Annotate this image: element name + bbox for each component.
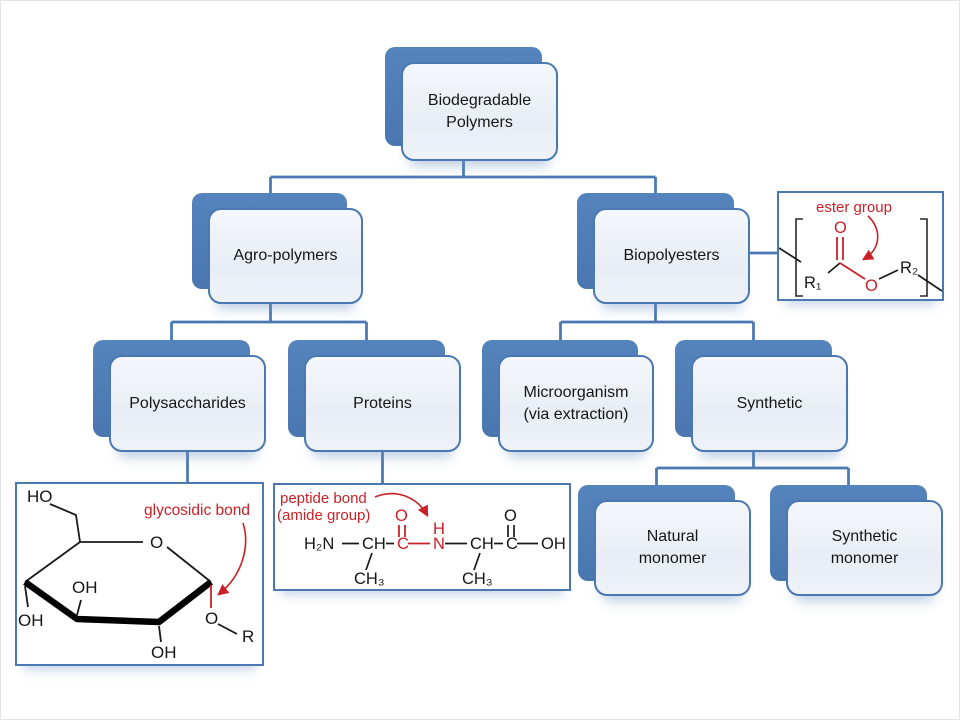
node-biopolyesters: Biopolyesters bbox=[577, 193, 750, 304]
chain-bond-right bbox=[917, 274, 942, 292]
bond-o-r bbox=[217, 623, 238, 635]
node-face: Agro-polymers bbox=[208, 208, 363, 304]
node-polysaccharides: Polysaccharides bbox=[93, 340, 266, 452]
amide-hydrogen: H bbox=[433, 520, 445, 538]
carbonyl-double-bond bbox=[836, 237, 844, 260]
node-label: monomer bbox=[638, 550, 707, 567]
node-label: Polymers bbox=[446, 113, 513, 131]
bond-c4-oh bbox=[24, 585, 29, 608]
ch3-left: CH₃ bbox=[354, 570, 385, 588]
node-face: Polysaccharides bbox=[109, 355, 266, 452]
connector-root-to-level2 bbox=[269, 153, 657, 201]
amide-double-bond bbox=[398, 525, 406, 537]
glycosidic-bond-label: glycosidic bond bbox=[144, 502, 250, 519]
bond-r1-carbonyl bbox=[827, 262, 841, 274]
node-label: Biopolyesters bbox=[623, 247, 720, 264]
r1-atom: R₁ bbox=[804, 274, 822, 292]
oh-left: OH bbox=[18, 611, 44, 630]
node-label: Natural bbox=[646, 528, 699, 545]
r-atom: R bbox=[242, 627, 254, 646]
ch-right: CH bbox=[470, 535, 494, 553]
bond-ch3-left bbox=[365, 552, 373, 571]
left-bracket bbox=[795, 218, 803, 297]
ring-left-bond bbox=[24, 541, 81, 583]
node-label: Synthetic bbox=[831, 528, 898, 545]
oh-group: OH bbox=[541, 535, 566, 553]
node-label: (via extraction) bbox=[523, 405, 629, 423]
glycosidic-curved-arrow-icon bbox=[217, 522, 247, 596]
ester-structure-drawing: ester group R₁ O O R₂ bbox=[779, 199, 942, 297]
node-label: Biodegradable bbox=[427, 91, 532, 109]
ho-group: HO bbox=[27, 487, 53, 506]
ester-group-structure-box: ester group R₁ O O R₂ bbox=[777, 191, 944, 301]
carboxyl-carbon: C bbox=[506, 535, 518, 553]
node-label: Microorganism bbox=[523, 383, 629, 401]
node-biodegradable-polymers: Biodegradable Polymers bbox=[385, 47, 558, 161]
node-label: Synthetic bbox=[736, 394, 803, 412]
ester-curved-arrow-icon bbox=[861, 215, 879, 261]
connector-agro-to-children bbox=[170, 297, 368, 346]
chain-bond-left bbox=[779, 247, 802, 263]
node-label: Agro-polymers bbox=[233, 247, 338, 264]
node-proteins: Proteins bbox=[288, 340, 461, 452]
bond-o-r2 bbox=[878, 269, 899, 280]
peptide-bond-label-line1: peptide bond bbox=[280, 490, 367, 507]
oh-mid: OH bbox=[72, 578, 98, 597]
glycosidic-bond-structure-box: HO O OH OH OH O R glycosidic bond bbox=[15, 482, 264, 666]
node-face: Microorganism (via extraction) bbox=[498, 355, 654, 452]
peptide-structure-drawing: peptide bond (amide group) H₂N CH C O H … bbox=[277, 490, 566, 588]
ester-oxygen: O bbox=[865, 277, 878, 295]
ch-left: CH bbox=[362, 535, 386, 553]
node-agro-polymers: Agro-polymers bbox=[192, 193, 363, 304]
node-face: Biopolyesters bbox=[593, 208, 750, 304]
right-bracket bbox=[920, 218, 928, 297]
carboxyl-oxygen: O bbox=[504, 507, 517, 525]
bond-c3-oh bbox=[76, 599, 82, 616]
node-synthetic: Synthetic bbox=[675, 340, 848, 452]
node-synthetic-monomer: Synthetic monomer bbox=[770, 485, 943, 596]
oh-bottom: OH bbox=[151, 643, 177, 662]
ring-front-bold-bond bbox=[23, 579, 213, 626]
node-face: Synthetic bbox=[691, 355, 848, 452]
connector-biopolyesters-to-children bbox=[559, 297, 755, 346]
bond-c2-oh bbox=[158, 625, 162, 643]
node-microorganism: Microorganism (via extraction) bbox=[482, 340, 654, 452]
peptide-curved-arrow-icon bbox=[374, 492, 429, 518]
node-label: monomer bbox=[830, 550, 899, 567]
glycosidic-oxygen: O bbox=[205, 609, 218, 628]
node-natural-monomer: Natural monomer bbox=[578, 485, 751, 596]
ch3-right: CH₃ bbox=[462, 570, 493, 588]
amide-oxygen: O bbox=[395, 507, 408, 525]
h2n-group: H₂N bbox=[304, 535, 334, 553]
r2-atom: R₂ bbox=[900, 259, 918, 277]
node-face: Biodegradable Polymers bbox=[401, 62, 558, 161]
ring-o-c1-bond bbox=[166, 546, 212, 583]
node-face: Synthetic monomer bbox=[786, 500, 943, 596]
node-face: Proteins bbox=[304, 355, 461, 452]
peptide-bond-label-line2: (amide group) bbox=[277, 507, 370, 524]
node-face: Natural monomer bbox=[594, 500, 751, 596]
ch2oh-bond bbox=[49, 503, 81, 543]
bond-ch3-right bbox=[473, 552, 481, 571]
carbonyl-oxygen: O bbox=[834, 219, 847, 237]
ester-c-o-bond bbox=[839, 262, 866, 280]
node-label: Proteins bbox=[353, 394, 412, 412]
peptide-bond-structure-box: peptide bond (amide group) H₂N CH C O H … bbox=[273, 483, 571, 591]
amide-nitrogen: N bbox=[433, 535, 445, 553]
carboxyl-double-bond bbox=[507, 525, 515, 537]
amide-carbon: C bbox=[397, 535, 409, 553]
ester-group-label: ester group bbox=[816, 199, 892, 216]
ring-oxygen: O bbox=[150, 533, 163, 552]
connector-synthetic-to-children bbox=[655, 447, 850, 493]
node-label: Polysaccharides bbox=[129, 394, 246, 412]
glucose-structure-drawing: HO O OH OH OH O R glycosidic bond bbox=[18, 487, 254, 662]
